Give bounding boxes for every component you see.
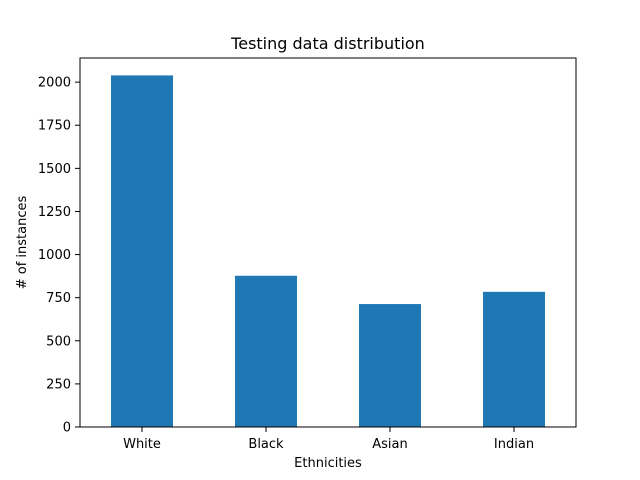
plot-frame <box>79 57 577 428</box>
x-axis: White Black Asian Indian <box>123 427 534 452</box>
bar-black <box>235 275 297 427</box>
chart-title: Testing data distribution <box>230 34 425 53</box>
y-axis-label: # of instances <box>15 196 30 290</box>
y-tick-label: 0 <box>63 421 71 436</box>
y-tick-label: 250 <box>46 377 71 392</box>
x-tick-label: Indian <box>494 437 534 452</box>
bars-group <box>111 75 545 428</box>
y-tick-label: 2000 <box>38 76 71 91</box>
bar-asian <box>359 304 421 427</box>
y-tick-label: 500 <box>46 334 71 349</box>
y-tick-label: 1500 <box>38 162 71 177</box>
y-tick-label: 1000 <box>38 248 71 263</box>
y-tick-label: 1750 <box>38 119 71 134</box>
bar-white <box>111 75 173 428</box>
y-tick-label: 1250 <box>38 205 71 220</box>
x-axis-label: Ethnicities <box>294 456 362 471</box>
y-tick-label: 750 <box>46 291 71 306</box>
bar-indian <box>483 291 545 427</box>
y-axis: 0 250 500 750 1000 1250 1500 1750 2000 <box>38 76 80 436</box>
x-tick-label: White <box>123 437 161 452</box>
x-tick-label: Asian <box>372 437 407 452</box>
x-tick-label: Black <box>248 437 284 452</box>
